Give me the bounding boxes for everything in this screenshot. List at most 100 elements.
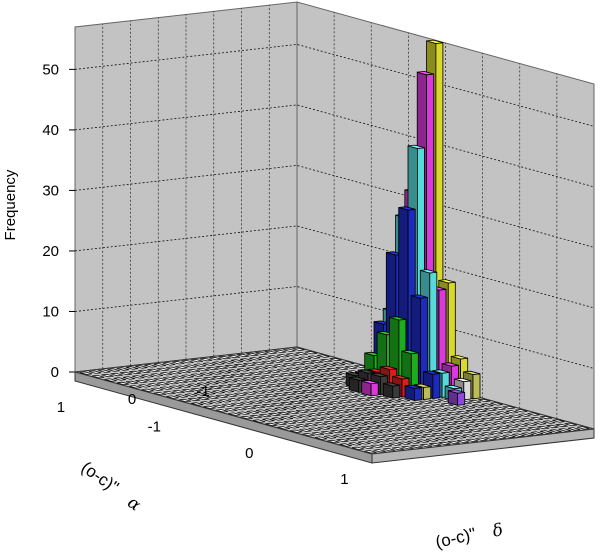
floor-cell <box>410 401 423 406</box>
floor-cell <box>391 418 405 422</box>
floor-cell <box>416 439 430 443</box>
z-tick-label: -1 <box>148 419 161 436</box>
floor-cell <box>428 399 442 403</box>
floor-cell <box>376 395 389 400</box>
floor-cell <box>447 440 460 445</box>
floor-cell <box>317 383 330 387</box>
floor-cell <box>197 396 210 401</box>
floor-cell <box>348 427 362 432</box>
floor-cell <box>419 443 433 448</box>
floor-cell <box>453 420 466 425</box>
x-axis-title-text: (o-c)" <box>78 458 122 497</box>
floor-cell <box>407 440 420 444</box>
floor-cell <box>230 373 244 378</box>
floor-cell <box>150 387 164 391</box>
floor-cell <box>274 378 287 382</box>
floor-cell <box>203 391 216 395</box>
floor-cell <box>280 358 293 362</box>
floor-cell <box>354 407 368 412</box>
floor-cell <box>453 435 467 439</box>
floor-cell <box>193 377 207 382</box>
floor-cell <box>438 427 451 431</box>
chart-walls <box>69 1 595 430</box>
floor-cell <box>199 372 213 376</box>
x-tick-label: 0 <box>128 391 136 408</box>
floor-cell <box>286 381 299 386</box>
bar <box>361 379 379 397</box>
floor-cell <box>370 415 383 420</box>
floor-cell <box>258 399 272 403</box>
floor-cell <box>410 430 423 434</box>
floor-cell <box>181 388 195 393</box>
floor-cell <box>332 391 346 395</box>
floor-cell <box>341 361 355 365</box>
floor-cell <box>317 368 330 373</box>
z-axis-title-text: (o-c)" <box>434 524 478 552</box>
floor-cell <box>113 377 127 381</box>
floor-cell <box>190 387 204 392</box>
floor-cell <box>200 401 213 405</box>
floor-cell <box>135 379 148 384</box>
floor-cell <box>308 384 321 388</box>
floor-cell <box>280 372 293 377</box>
floor-cell <box>153 377 167 381</box>
floor-cell <box>91 374 105 379</box>
floor-cell <box>215 380 228 384</box>
floor-cell <box>475 423 488 427</box>
floor-cell <box>425 438 439 442</box>
floor-cell <box>240 415 253 420</box>
floor-cell <box>323 377 336 382</box>
floor-cell <box>159 372 173 376</box>
floor-cell <box>280 387 293 391</box>
floor-cell <box>239 358 253 362</box>
floor-cell <box>508 414 522 418</box>
floor-cell <box>459 415 473 419</box>
floor-cell <box>308 427 321 431</box>
floor-cell <box>336 438 349 443</box>
floor-cell <box>335 366 349 371</box>
floor-cell <box>397 427 411 431</box>
floor-cell <box>320 430 334 435</box>
floor-cell <box>447 411 460 416</box>
floor-cell <box>181 374 194 378</box>
floor-cell <box>237 411 250 415</box>
floor-cell <box>271 417 284 421</box>
floor-cell <box>456 425 470 429</box>
floor-cell <box>221 389 235 393</box>
floor-cell <box>567 427 581 431</box>
floor-cell <box>388 428 402 432</box>
floor-cell <box>549 429 562 433</box>
floor-cell <box>277 382 290 387</box>
floor-cell <box>345 437 359 442</box>
floor-cell <box>475 437 488 441</box>
floor-cell <box>233 363 247 368</box>
floor-cell <box>339 443 352 447</box>
floor-cell <box>234 406 247 411</box>
floor-cell <box>190 373 204 377</box>
floor-cell <box>385 438 399 442</box>
floor-cell <box>88 370 102 374</box>
floor-cell <box>107 368 120 372</box>
floor-cell <box>286 425 300 429</box>
floor-cell <box>159 386 173 390</box>
floor-cell <box>273 349 287 354</box>
floor-cell <box>462 419 476 424</box>
floor-cell <box>481 403 494 407</box>
floor-cell <box>314 436 328 440</box>
floor-cell <box>413 420 426 424</box>
floor-cell <box>366 411 380 415</box>
floor-cell <box>422 433 436 438</box>
floor-cell <box>521 432 534 436</box>
floor-cell <box>410 416 423 420</box>
floor-cell <box>555 423 568 428</box>
floor-cell <box>227 354 241 359</box>
floor-cell <box>265 408 278 412</box>
floor-cell <box>376 410 389 414</box>
x-tick-label: -1 <box>196 383 209 400</box>
floor-cell <box>336 424 349 428</box>
floor-cell <box>428 442 442 447</box>
floor-cell <box>190 402 204 406</box>
floor-cell <box>332 362 346 366</box>
floor-cell <box>302 432 315 437</box>
floor-cell <box>249 414 263 419</box>
